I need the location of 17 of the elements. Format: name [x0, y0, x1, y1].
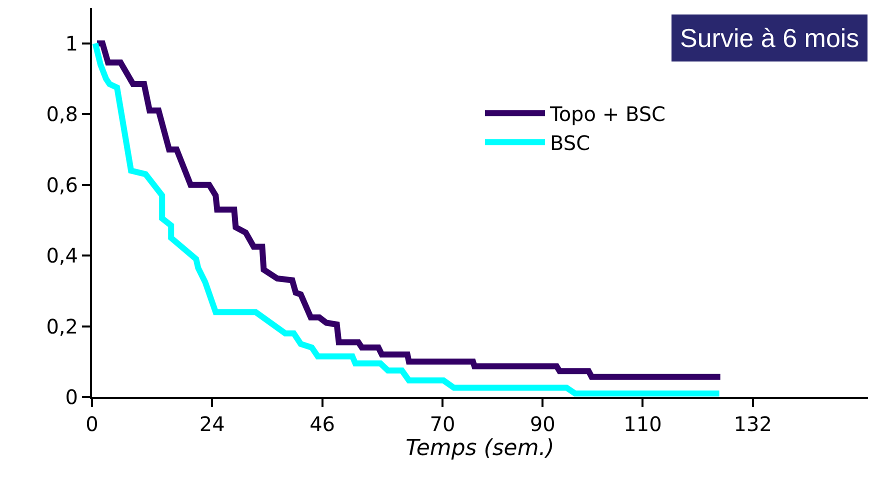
y-tick-label: 0,8	[46, 102, 78, 126]
x-tick-label: 110	[624, 412, 662, 436]
x-tick-label: 90	[530, 412, 556, 436]
x-tick-label: 24	[199, 412, 225, 436]
y-tick-label: 0,4	[46, 244, 78, 268]
x-tick-label: 132	[734, 412, 772, 436]
text: Survie à 6 mois	[680, 23, 860, 53]
y-tick-label: 1	[65, 31, 78, 56]
x-axis-title: Temps (sem.)	[406, 436, 554, 461]
y-tick-label: 0,2	[46, 314, 78, 338]
y-tick-label: 0	[65, 385, 78, 409]
legend-label: Topo + BSC	[549, 102, 666, 126]
x-tick-label: 0	[86, 412, 98, 436]
x-tick-label: 70	[430, 412, 456, 436]
legend-label: BSC	[550, 130, 590, 155]
y-tick-label: 0,6	[46, 172, 78, 197]
x-tick-label: 46	[310, 412, 336, 436]
